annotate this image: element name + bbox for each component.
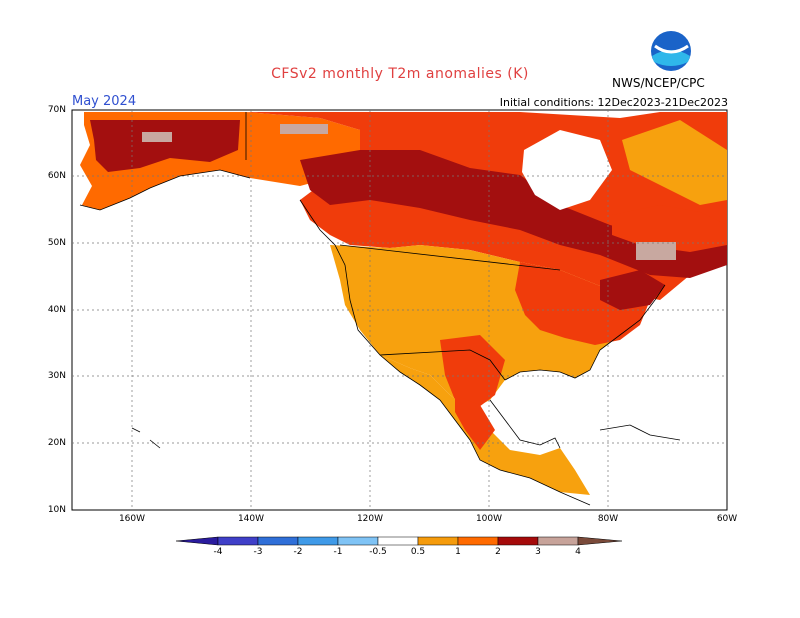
- lat-label: 70N: [47, 105, 66, 115]
- colorbar-label: 1: [455, 547, 461, 557]
- anomaly-region-mexico-center: [455, 395, 495, 450]
- lat-label: 30N: [47, 371, 66, 381]
- initial-conditions: Initial conditions: 12Dec2023-21Dec2023: [499, 96, 728, 109]
- colorbar-label: 2: [495, 547, 501, 557]
- lat-label: 10N: [47, 505, 66, 515]
- colorbar-label: 3: [535, 547, 541, 557]
- lat-label: 50N: [47, 238, 66, 248]
- colorbar-label: -4: [213, 547, 223, 557]
- agency-label: NWS/NCEP/CPC: [612, 76, 705, 90]
- coastlines: [79, 112, 681, 506]
- anomaly-fields: [80, 112, 727, 495]
- lat-label: 60N: [47, 171, 66, 181]
- anomaly-region-labrador: [612, 205, 727, 252]
- anomaly-region-greenland: [622, 120, 727, 205]
- colorbar-label: 4: [575, 547, 581, 557]
- graticule: [72, 110, 727, 510]
- anomaly-region-alaska-dark: [90, 120, 240, 172]
- colorbar: [175, 536, 623, 546]
- anomaly-region-northeast-dark: [600, 270, 665, 310]
- colorbar-label: -1: [333, 547, 343, 557]
- colorbar-label: -3: [253, 547, 263, 557]
- lon-label: 120W: [356, 514, 384, 524]
- map-title: CFSv2 monthly T2m anomalies (K): [271, 66, 529, 82]
- colorbar-label: -2: [293, 547, 303, 557]
- anomaly-region-hudson-light: [522, 130, 612, 210]
- colorbar-label: 0.5: [410, 547, 426, 557]
- lon-label: 60W: [716, 514, 738, 524]
- lon-label: 140W: [237, 514, 265, 524]
- anomaly-region-canada-dark: [300, 150, 727, 278]
- anomaly-extreme-patches: [142, 124, 676, 260]
- lat-label: 20N: [47, 438, 66, 448]
- lon-label: 100W: [475, 514, 503, 524]
- lon-label: 80W: [597, 514, 619, 524]
- lon-label: 160W: [118, 514, 146, 524]
- lat-label: 40N: [47, 305, 66, 315]
- colorbar-label: -0.5: [369, 547, 387, 557]
- noaa-logo: [651, 31, 691, 71]
- anomaly-region-east-us: [515, 262, 650, 345]
- valid-month: May 2024: [72, 94, 137, 109]
